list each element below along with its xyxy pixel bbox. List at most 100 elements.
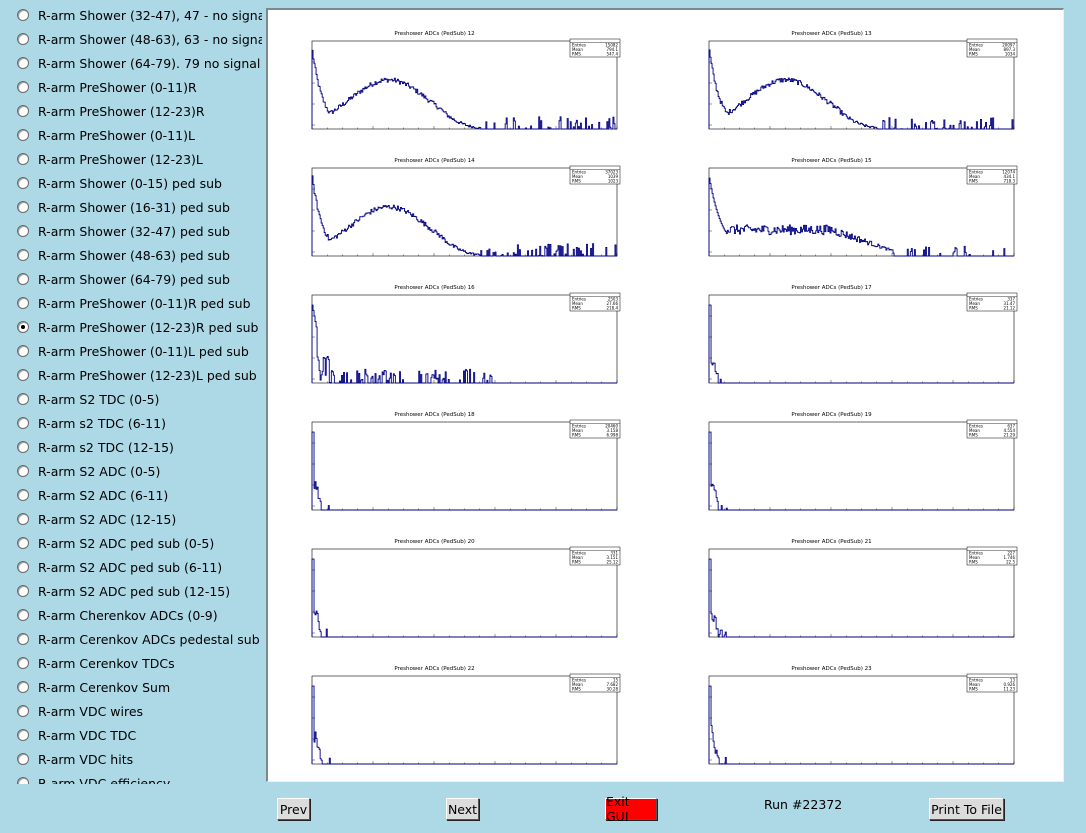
histogram-option-label: R-arm S2 ADC ped sub (6-11): [38, 559, 223, 575]
histogram-option[interactable]: R-arm S2 ADC (6-11): [17, 485, 168, 505]
radio-unchecked-icon[interactable]: [17, 249, 29, 261]
histogram-option-label: R-arm Shower (32-47), 47 - no signal: [38, 7, 262, 23]
radio-unchecked-icon[interactable]: [17, 513, 29, 525]
radio-unchecked-icon[interactable]: [17, 225, 29, 237]
radio-unchecked-icon[interactable]: [17, 273, 29, 285]
exit-gui-button[interactable]: Exit GUI: [605, 794, 657, 824]
stats-key: RMS: [572, 560, 581, 565]
histogram-option[interactable]: R-arm S2 ADC ped sub (0-5): [17, 533, 214, 553]
histogram-option[interactable]: R-arm PreShower (12-23)R: [17, 101, 205, 121]
histogram-option[interactable]: R-arm Shower (0-15) ped sub: [17, 173, 222, 193]
stats-value: 4.554: [1004, 428, 1016, 433]
histogram-option[interactable]: R-arm Shower (64-79). 79 no signal: [17, 53, 260, 73]
radio-unchecked-icon[interactable]: [17, 465, 29, 477]
histogram-option-label: R-arm S2 ADC (6-11): [38, 487, 169, 503]
radio-unchecked-icon[interactable]: [17, 489, 29, 501]
histogram-option[interactable]: R-arm VDC wires: [17, 701, 143, 721]
stats-value: 227: [1007, 551, 1015, 556]
radio-unchecked-icon[interactable]: [17, 105, 29, 117]
radio-unchecked-icon[interactable]: [17, 633, 29, 645]
radio-unchecked-icon[interactable]: [17, 297, 29, 309]
histogram-option-label: R-arm VDC efficiency: [38, 775, 171, 785]
radio-unchecked-icon[interactable]: [17, 705, 29, 717]
histogram-option[interactable]: R-arm Cherenkov ADCs (0-9): [17, 605, 218, 625]
histogram-option[interactable]: R-arm S2 ADC ped sub (12-15): [17, 581, 230, 601]
histogram-option[interactable]: R-arm VDC TDC: [17, 725, 136, 745]
print-to-file-button[interactable]: Print To File: [929, 798, 1004, 820]
radio-unchecked-icon[interactable]: [17, 585, 29, 597]
histogram-option[interactable]: R-arm s2 TDC (6-11): [17, 413, 166, 433]
histogram-option[interactable]: R-arm S2 TDC (0-5): [17, 389, 159, 409]
stats-key: Mean: [572, 174, 583, 179]
histogram-option[interactable]: R-arm PreShower (0-11)R ped sub: [17, 293, 251, 313]
histogram-option[interactable]: R-arm S2 ADC (0-5): [17, 461, 160, 481]
stats-value: 11.23: [1004, 687, 1016, 692]
histogram-option[interactable]: R-arm Shower (48-63), 63 - no signal: [17, 29, 262, 49]
histogram-option[interactable]: R-arm PreShower (12-23)L: [17, 149, 203, 169]
radio-unchecked-icon[interactable]: [17, 57, 29, 69]
radio-unchecked-icon[interactable]: [17, 129, 29, 141]
histogram-option[interactable]: R-arm PreShower (0-11)L: [17, 125, 195, 145]
histogram-option[interactable]: R-arm Shower (32-47), 47 - no signal: [17, 5, 262, 25]
stats-value: 15: [613, 678, 619, 683]
radio-unchecked-icon[interactable]: [17, 81, 29, 93]
radio-unchecked-icon[interactable]: [17, 417, 29, 429]
stats-value: 6.998: [607, 433, 619, 438]
radio-unchecked-icon[interactable]: [17, 681, 29, 693]
histogram-option[interactable]: R-arm Cerenkov Sum: [17, 677, 170, 697]
plot-frame: [311, 294, 618, 384]
radio-unchecked-icon[interactable]: [17, 753, 29, 765]
stats-value: 2503: [608, 297, 619, 302]
stats-key: Entries: [969, 297, 983, 302]
histogram-option[interactable]: R-arm PreShower (12-23)L ped sub: [17, 365, 257, 385]
radio-unchecked-icon[interactable]: [17, 9, 29, 21]
histogram-option[interactable]: R-arm Cerenkov ADCs pedestal sub: [17, 629, 260, 649]
stats-box: [966, 546, 1018, 566]
histogram-option[interactable]: R-arm VDC hits: [17, 749, 133, 769]
prev-button[interactable]: Prev: [277, 798, 310, 820]
histogram-option[interactable]: R-arm Shower (32-47) ped sub: [17, 221, 230, 241]
radio-unchecked-icon[interactable]: [17, 393, 29, 405]
stats-box: [569, 292, 621, 312]
radio-unchecked-icon[interactable]: [17, 657, 29, 669]
histogram-canvas[interactable]: Preshower ADCs (PedSub) 12 Entries 15082 Me…: [266, 8, 1064, 782]
plot-title: Preshower ADCs (PedSub) 20: [394, 539, 475, 545]
stats-key: Entries: [969, 43, 983, 48]
radio-unchecked-icon[interactable]: [17, 33, 29, 45]
radio-unchecked-icon[interactable]: [17, 729, 29, 741]
radio-unchecked-icon[interactable]: [17, 177, 29, 189]
histogram-option[interactable]: R-arm PreShower (0-11)R: [17, 77, 197, 97]
radio-unchecked-icon[interactable]: [17, 369, 29, 381]
next-button[interactable]: Next: [446, 798, 479, 820]
histogram-series: [708, 685, 1014, 765]
radio-unchecked-icon[interactable]: [17, 201, 29, 213]
histogram-panel: Preshower ADCs (PedSub) 16 Entries 2503 Mea…: [311, 285, 621, 384]
radio-unchecked-icon[interactable]: [17, 153, 29, 165]
histogram-option[interactable]: R-arm PreShower (0-11)L ped sub: [17, 341, 249, 361]
radio-unchecked-icon[interactable]: [17, 537, 29, 549]
histogram-option[interactable]: R-arm S2 ADC ped sub (6-11): [17, 557, 222, 577]
histogram-option-label: R-arm Shower (48-63) ped sub: [38, 247, 230, 263]
histogram-option[interactable]: R-arm Shower (64-79) ped sub: [17, 269, 230, 289]
histogram-option[interactable]: R-arm VDC efficiency: [17, 773, 170, 784]
histogram-option[interactable]: R-arm S2 ADC (12-15): [17, 509, 176, 529]
histogram-option-label: R-arm Shower (16-31) ped sub: [38, 199, 230, 215]
radio-checked-icon[interactable]: [17, 321, 29, 333]
radio-unchecked-icon[interactable]: [17, 561, 29, 573]
histogram-option[interactable]: R-arm Cerenkov TDCs: [17, 653, 175, 673]
histogram-option[interactable]: R-arm PreShower (12-23)R ped sub: [17, 317, 258, 337]
stats-value: 637: [1007, 424, 1015, 429]
histogram-option[interactable]: R-arm Shower (16-31) ped sub: [17, 197, 230, 217]
histogram-option[interactable]: R-arm Shower (48-63) ped sub: [17, 245, 230, 265]
stats-box: [569, 546, 621, 566]
radio-unchecked-icon[interactable]: [17, 441, 29, 453]
radio-unchecked-icon[interactable]: [17, 777, 29, 784]
histogram-option[interactable]: R-arm s2 TDC (12-15): [17, 437, 174, 457]
stats-value: 3.158: [607, 428, 619, 433]
radio-unchecked-icon[interactable]: [17, 609, 29, 621]
plot-title: Preshower ADCs (PedSub) 13: [791, 31, 872, 37]
histogram-option-label: R-arm VDC wires: [38, 703, 144, 719]
radio-unchecked-icon[interactable]: [17, 345, 29, 357]
plot-frame: [708, 548, 1015, 638]
histogram-option-label: R-arm Shower (64-79). 79 no signal: [38, 55, 261, 71]
